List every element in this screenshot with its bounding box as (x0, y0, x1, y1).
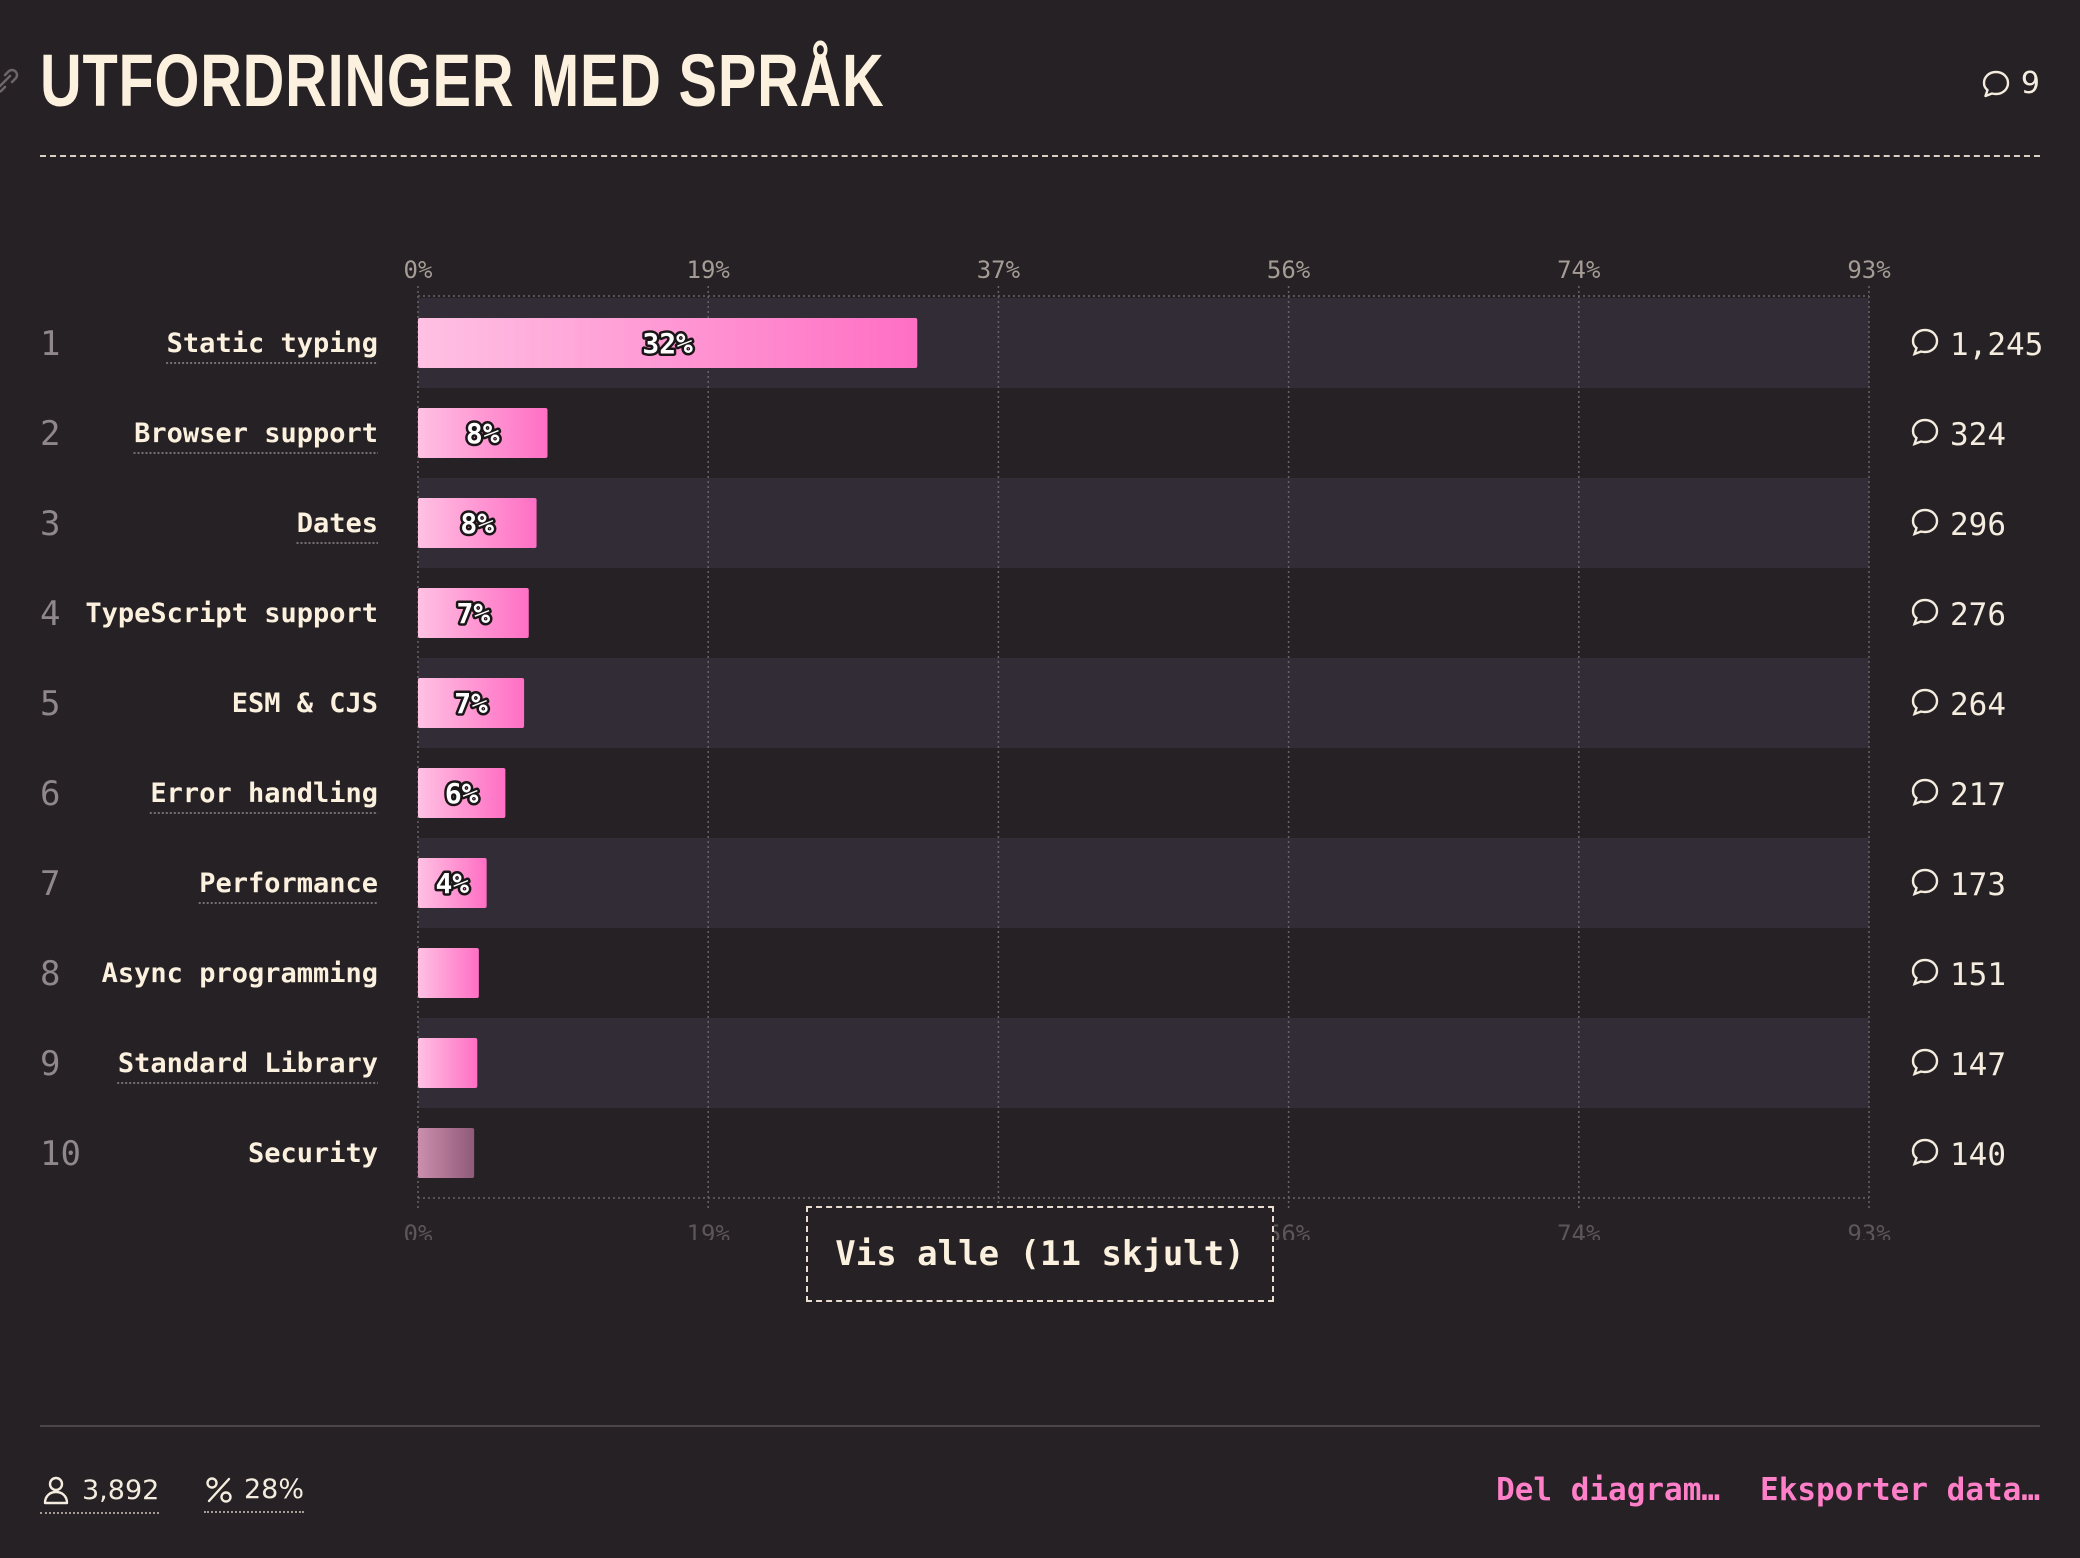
comment-icon-shape (1911, 418, 1939, 447)
comment-icon (1911, 958, 1939, 987)
category-label: Performance (199, 868, 378, 899)
row-band (418, 658, 1869, 748)
category-label: Browser support (134, 418, 378, 449)
category-label: Async programming (102, 958, 378, 989)
bar (418, 768, 506, 818)
bar-value-label: 8% (466, 417, 500, 450)
comment-icon (1911, 508, 1939, 537)
rank-label: 5 (40, 684, 60, 724)
x-tick-label-top: 19% (687, 256, 731, 284)
comment-icon (1911, 688, 1939, 717)
share-chart-link[interactable]: Del diagram… (1496, 1472, 1721, 1508)
comment-icon (1982, 70, 2010, 97)
comment-icon (1911, 418, 1939, 447)
bar (418, 1128, 475, 1178)
bar-value-label: 7% (454, 687, 488, 720)
x-tick-label-top: 56% (1267, 256, 1311, 284)
comment-count: 1,245 (1950, 327, 2043, 363)
x-tick-label-bottom: 0% (404, 1220, 433, 1240)
comment-icon-shape (1911, 1138, 1939, 1167)
rank-label: 4 (40, 594, 60, 634)
x-tick-label-bottom: 93% (1847, 1220, 1891, 1240)
comment-icon-shape (1911, 1048, 1939, 1077)
rank-label: 6 (40, 774, 60, 814)
row-band (418, 478, 1869, 568)
comment-count: 140 (1950, 1137, 2006, 1173)
bar (418, 948, 479, 998)
comment-icon-shape (1911, 328, 1939, 357)
x-tick-label-top: 37% (977, 256, 1021, 284)
bar (418, 1038, 478, 1088)
comment-icon-shape (1911, 508, 1939, 537)
bar (418, 498, 537, 548)
row-band (418, 1018, 1869, 1108)
comment-icon-shape (1911, 778, 1939, 807)
category-label: Error handling (150, 778, 378, 809)
respondents-stat[interactable]: 3,892 (40, 1474, 160, 1514)
bar (418, 318, 918, 368)
comment-count: 147 (1950, 1047, 2006, 1083)
bar (418, 858, 487, 908)
comments-button[interactable]: 9 (1981, 66, 2040, 101)
x-tick-label-bottom: 56% (1267, 1220, 1311, 1240)
bar (418, 678, 525, 728)
rank-label: 3 (40, 504, 60, 544)
comment-icon-shape (1911, 868, 1939, 897)
x-tick-label-bottom: 19% (687, 1220, 731, 1240)
comment-icon-shape (1911, 688, 1939, 717)
comment-count: 151 (1950, 957, 2006, 993)
comment-count: 276 (1950, 597, 2006, 633)
comment-icon (1911, 778, 1939, 807)
show-all-button[interactable]: Vis alle (11 skjult) (806, 1206, 1274, 1302)
export-data-link[interactable]: Eksporter data… (1760, 1472, 2040, 1508)
header-divider (40, 155, 2040, 157)
footer-divider (40, 1425, 2040, 1427)
page-title: UTFORDRINGER MED SPRÅK (40, 39, 885, 122)
x-tick-label-top: 93% (1847, 256, 1891, 284)
link-icon[interactable] (0, 66, 20, 96)
category-label: Static typing (167, 328, 378, 359)
category-label: ESM & CJS (232, 688, 378, 719)
comment-count: 217 (1950, 777, 2006, 813)
rank-label: 7 (40, 864, 60, 904)
bar-value-label: 8% (460, 507, 494, 540)
bar (418, 588, 529, 638)
comment-icon (1911, 868, 1939, 897)
percentage-stat[interactable]: 28% (204, 1474, 305, 1513)
category-label: Dates (297, 508, 378, 539)
comment-count: 173 (1950, 867, 2006, 903)
respondents-count: 3,892 (82, 1474, 160, 1506)
bar-value-label: 7% (457, 597, 491, 630)
comment-icon (1911, 328, 1939, 357)
comments-count: 9 (2020, 66, 2040, 101)
x-tick-label-top: 74% (1557, 256, 1601, 284)
x-tick-label-top: 0% (404, 256, 433, 284)
percent-icon (206, 1476, 232, 1503)
comment-icon-shape (1911, 958, 1939, 987)
bar (418, 408, 548, 458)
rank-label: 9 (40, 1044, 60, 1084)
rank-label: 10 (40, 1134, 81, 1174)
user-icon (43, 1476, 69, 1505)
bar-value-label: 4% (435, 867, 469, 900)
bar-value-label: 6% (445, 777, 479, 810)
comment-icon (1911, 598, 1939, 627)
comment-count: 264 (1950, 687, 2006, 723)
x-tick-label-bottom: 74% (1557, 1220, 1601, 1240)
category-label: TypeScript support (85, 598, 378, 629)
bar-value-label: 32% (642, 327, 693, 360)
category-label: Standard Library (118, 1048, 378, 1079)
comment-icon (1911, 1138, 1939, 1167)
rank-label: 8 (40, 954, 60, 994)
rank-label: 1 (40, 324, 60, 364)
rank-label: 2 (40, 414, 60, 454)
bar-chart: 0%0%19%19%37%37%56%56%74%74%93%93%1Stati… (40, 256, 2043, 1240)
row-band (418, 838, 1869, 928)
comment-icon-shape (1911, 598, 1939, 627)
category-label: Security (248, 1138, 378, 1169)
comment-count: 296 (1950, 507, 2006, 543)
comment-count: 324 (1950, 417, 2006, 453)
comment-icon (1911, 1048, 1939, 1077)
percentage-value: 28% (244, 1474, 305, 1505)
